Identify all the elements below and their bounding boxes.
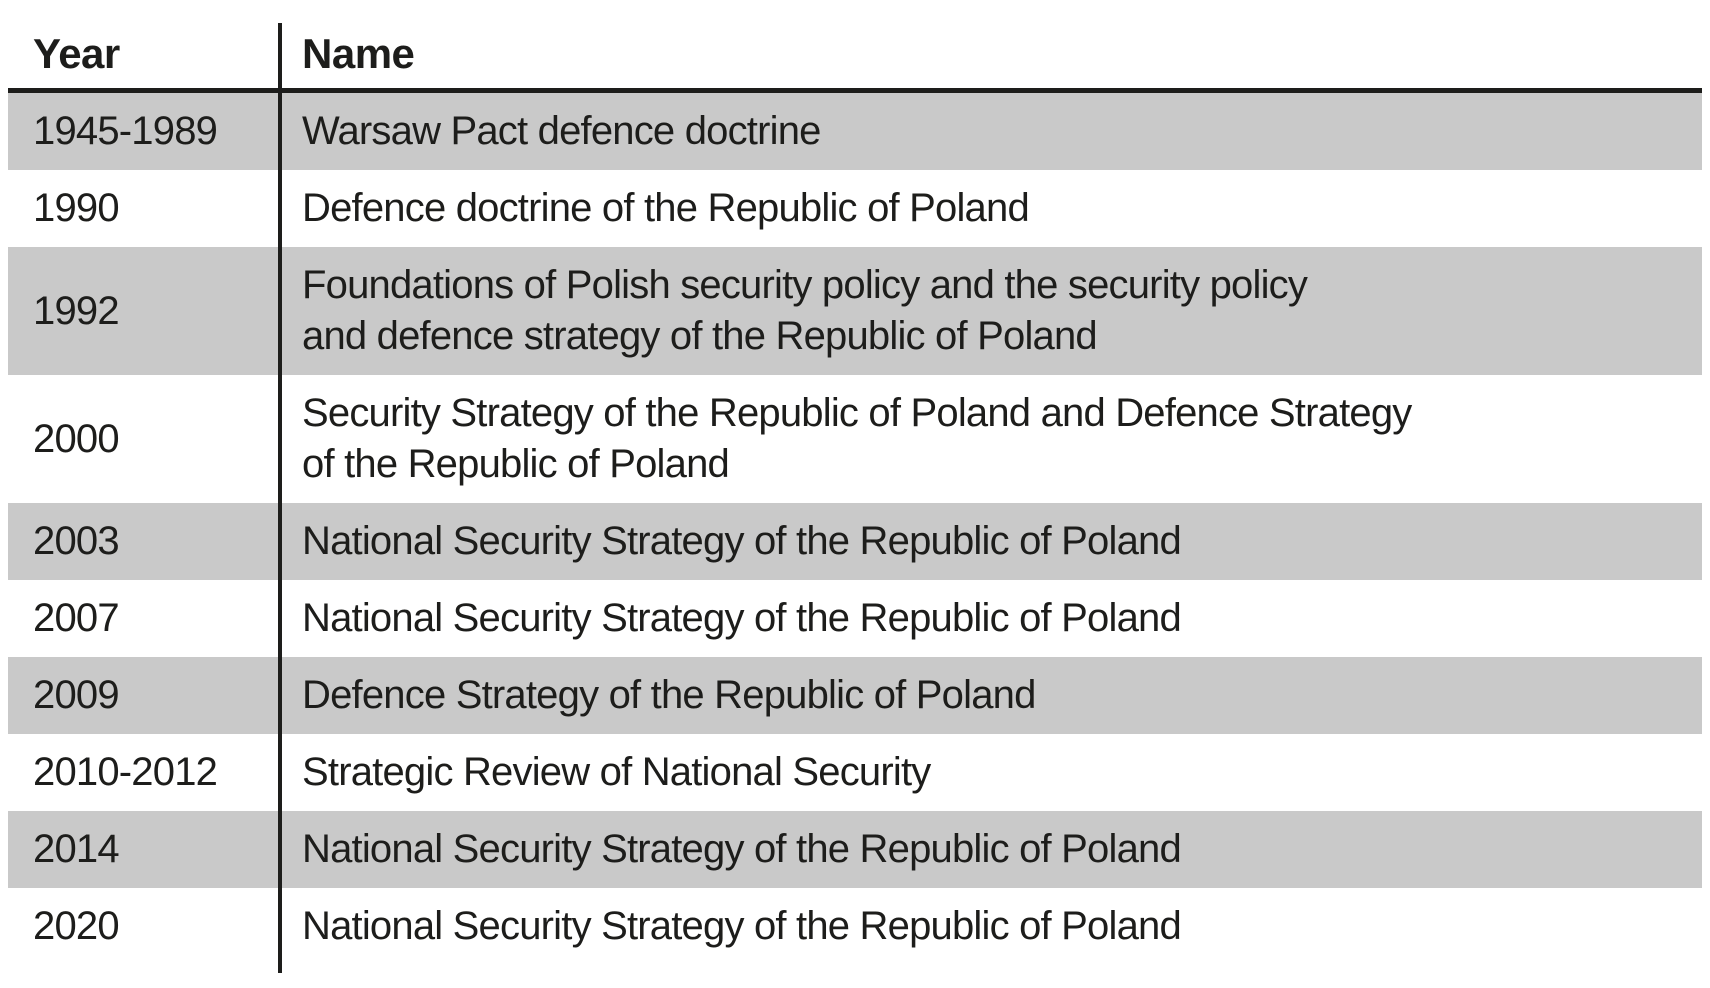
name-cell: Foundations of Polish security policy an… xyxy=(278,247,1702,375)
table-row: 2007 National Security Strategy of the Re… xyxy=(8,580,1702,657)
table-row: 2009 Defence Strategy of the Republic of … xyxy=(8,657,1702,734)
year-cell: 1945-1989 xyxy=(33,109,218,153)
name-cell: National Security Strategy of the Republ… xyxy=(278,580,1702,657)
name-line: of the Republic of Poland xyxy=(302,442,730,486)
name-line: National Security Strategy of the Republ… xyxy=(302,596,1182,640)
column-header-year: Year xyxy=(33,30,120,77)
name-cell: National Security Strategy of the Republ… xyxy=(278,888,1702,965)
name-line: Security Strategy of the Republic of Pol… xyxy=(302,391,1412,435)
name-line: Defence doctrine of the Republic of Pola… xyxy=(302,186,1030,230)
name-line: and defence strategy of the Republic of … xyxy=(302,314,1098,358)
table-row: 1990 Defence doctrine of the Republic of … xyxy=(8,170,1702,247)
year-cell: 2003 xyxy=(33,519,120,563)
table-row: 2010-2012 Strategic Review of National Se… xyxy=(8,734,1702,811)
table-body: 1945-1989 Warsaw Pact defence doctrine 199… xyxy=(8,93,1702,965)
name-cell: Warsaw Pact defence doctrine xyxy=(278,93,1702,170)
column-divider-rule xyxy=(278,23,282,973)
table-row: 1992 Foundations of Polish security polic… xyxy=(8,247,1702,375)
name-line: Defence Strategy of the Republic of Pola… xyxy=(302,673,1036,717)
name-cell: Strategic Review of National Security xyxy=(278,734,1702,811)
year-cell: 2009 xyxy=(33,673,120,717)
table-row: 2003 National Security Strategy of the Re… xyxy=(8,503,1702,580)
table-row: 2014 National Security Strategy of the Re… xyxy=(8,811,1702,888)
year-cell: 2007 xyxy=(33,596,120,640)
name-line: Foundations of Polish security policy an… xyxy=(302,263,1308,307)
name-cell: National Security Strategy of the Republ… xyxy=(278,811,1702,888)
name-line: Strategic Review of National Security xyxy=(302,750,931,794)
name-cell: National Security Strategy of the Republ… xyxy=(278,503,1702,580)
name-line: National Security Strategy of the Republ… xyxy=(302,904,1182,948)
name-line: National Security Strategy of the Republ… xyxy=(302,827,1182,871)
year-cell: 1990 xyxy=(33,186,120,230)
year-cell: 2014 xyxy=(33,827,120,871)
name-cell: Defence doctrine of the Republic of Pola… xyxy=(278,170,1702,247)
year-cell: 1992 xyxy=(33,288,120,333)
table-row: 2000 Security Strategy of the Republic of… xyxy=(8,375,1702,503)
name-line: National Security Strategy of the Republ… xyxy=(302,519,1182,563)
name-cell: Defence Strategy of the Republic of Pola… xyxy=(278,657,1702,734)
name-line: Warsaw Pact defence doctrine xyxy=(302,109,821,153)
strategy-documents-table: Year Name 1945-1989 Warsaw Pact defence d… xyxy=(8,20,1702,965)
name-cell: Security Strategy of the Republic of Pol… xyxy=(278,375,1702,503)
table-header-row: Year Name xyxy=(8,20,1702,93)
year-cell: 2000 xyxy=(33,416,120,461)
table-row: 2020 National Security Strategy of the Re… xyxy=(8,888,1702,965)
year-cell: 2020 xyxy=(33,904,120,948)
table-row: 1945-1989 Warsaw Pact defence doctrine xyxy=(8,93,1702,170)
column-header-name: Name xyxy=(302,30,415,77)
year-cell: 2010-2012 xyxy=(33,750,218,794)
